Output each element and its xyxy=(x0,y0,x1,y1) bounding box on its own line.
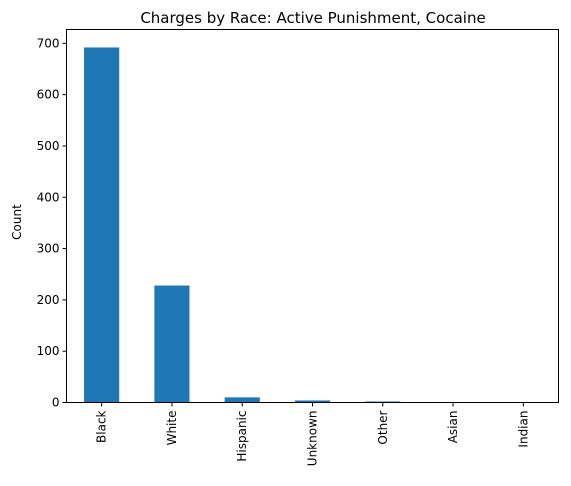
y-tick-label: 0 xyxy=(52,396,60,410)
chart-title: Charges by Race: Active Punishment, Coca… xyxy=(140,9,485,27)
y-tick-label: 300 xyxy=(37,242,60,256)
y-tick-label: 200 xyxy=(37,293,60,307)
y-tick-label: 400 xyxy=(37,190,60,204)
bar-other xyxy=(365,401,401,403)
y-axis-label: Count xyxy=(10,204,24,240)
plot-frame xyxy=(66,29,559,403)
x-tick-label-white: White xyxy=(165,411,179,446)
y-axis-ticks: 0 100 200 300 400 500 600 700 xyxy=(37,36,67,410)
bar-white xyxy=(154,285,190,403)
x-tick-label-unknown: Unknown xyxy=(306,411,320,467)
x-axis-ticks: Black White Hispanic Unknown Other Asian India… xyxy=(95,402,530,467)
y-tick-label: 600 xyxy=(37,88,60,102)
x-tick-label-hispanic: Hispanic xyxy=(235,411,249,462)
x-tick-label-black: Black xyxy=(95,410,109,443)
bar-hispanic xyxy=(224,397,260,403)
x-tick-label-asian: Asian xyxy=(446,411,460,444)
y-tick-label: 500 xyxy=(37,139,60,153)
y-tick-label: 700 xyxy=(37,36,60,50)
x-tick-label-other: Other xyxy=(376,410,390,444)
x-tick-label-indian: Indian xyxy=(516,411,530,448)
y-tick-label: 100 xyxy=(37,344,60,358)
bar-black xyxy=(84,47,120,403)
bar-unknown xyxy=(294,400,331,403)
bars-group xyxy=(84,47,541,403)
